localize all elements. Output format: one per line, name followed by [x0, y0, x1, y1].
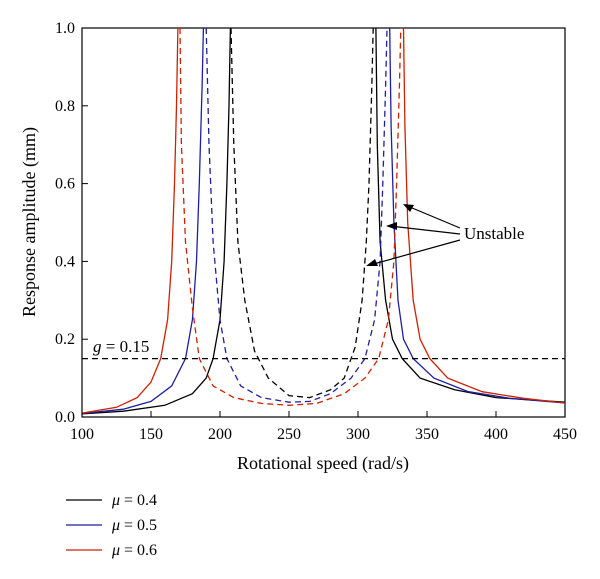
- y-axis-title: Response amplitude (mm): [19, 127, 40, 317]
- x-tick-label: 400: [484, 426, 508, 443]
- series-3-solid-left: [81, 27, 179, 414]
- y-tick-label: 0.2: [55, 331, 75, 348]
- x-tick-label: 300: [346, 426, 370, 443]
- legend-label: μ = 0.5: [111, 517, 157, 534]
- y-tick-label: 0.0: [55, 409, 75, 426]
- y-tick-label: 0.6: [55, 176, 75, 193]
- arrow-head-3: [366, 259, 378, 266]
- series-2-dashed: [205, 27, 388, 403]
- y-tick-label: 1.0: [55, 20, 75, 37]
- x-axis-title: Rotational speed (rad/s): [237, 453, 409, 474]
- unstable-label: Unstable: [464, 224, 524, 243]
- x-tick-label: 450: [553, 426, 577, 443]
- series-2-solid-left: [81, 27, 205, 415]
- legend-label: μ = 0.4: [111, 492, 157, 509]
- y-tick-label: 0.8: [55, 98, 75, 115]
- series-1-solid-left: [81, 27, 232, 415]
- series-3-solid-right: [402, 27, 566, 404]
- arrow-head-1: [403, 204, 414, 212]
- x-tick-label: 100: [70, 426, 94, 443]
- y-tick-label: 0.4: [55, 253, 75, 270]
- ticks-group: 100 150 200 250 300 350 400 450 0.0 0.2 0.4 0.6 0.8 1…: [55, 20, 577, 443]
- series-3-dashed: [179, 27, 402, 406]
- threshold-label: g = 0.15: [93, 337, 149, 356]
- x-tick-label: 350: [415, 426, 439, 443]
- x-tick-label: 250: [277, 426, 301, 443]
- legend: μ = 0.4 μ = 0.5 μ = 0.6: [66, 492, 157, 559]
- legend-label: μ = 0.6: [111, 542, 157, 559]
- unstable-annotation: [366, 204, 461, 266]
- plot-frame: [81, 27, 566, 418]
- x-tick-label: 150: [139, 426, 163, 443]
- series-1-dashed: [230, 27, 374, 399]
- curves-group: [81, 27, 566, 415]
- arrow-head-2: [386, 222, 397, 230]
- series-2-solid-right: [389, 27, 566, 404]
- series-1-solid-right: [375, 27, 566, 403]
- x-tick-label: 200: [208, 426, 232, 443]
